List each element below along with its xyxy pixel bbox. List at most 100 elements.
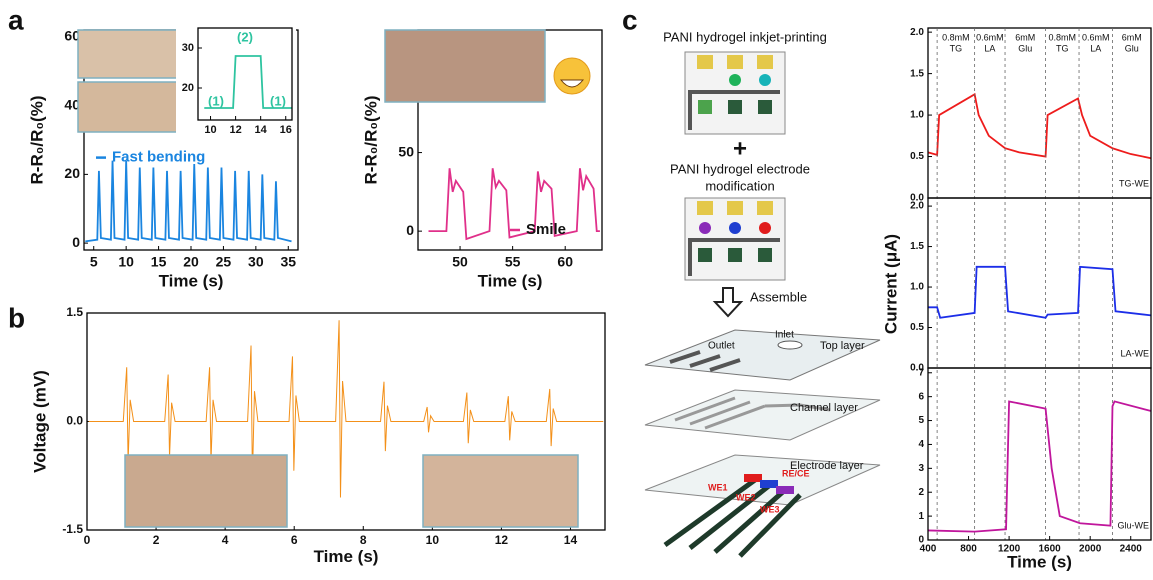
x-tick-label: 5	[90, 253, 98, 269]
diagram-step: PANI hydrogel electrode	[670, 161, 810, 176]
x-tick-label: 30	[248, 253, 264, 269]
interval-label: LA	[1090, 43, 1101, 53]
droplet	[759, 74, 771, 86]
point-label: (1)	[270, 93, 286, 108]
y-axis-label: R-R₀/R₀(%)	[27, 96, 46, 185]
nozzle	[697, 55, 713, 69]
layer-label: Electrode layer	[790, 460, 864, 472]
x-tick-label: 2000	[1079, 544, 1102, 555]
y-tick-label: 20	[64, 165, 80, 181]
x-tick-label: 2	[153, 533, 160, 547]
y-tick-label: 2	[918, 487, 924, 498]
curve-label: TG-WE	[1119, 178, 1149, 188]
point-label: (1)	[208, 93, 224, 108]
diagram-step: PANI hydrogel inkjet-printing	[663, 29, 827, 44]
y-axis-label: Voltage (mV)	[30, 370, 49, 473]
nozzle	[757, 201, 773, 215]
x-tick-label: 10	[204, 124, 216, 136]
x-tick-label: 0	[84, 533, 91, 547]
interval-label: TG	[950, 43, 963, 53]
x-tick-label: 14	[564, 533, 578, 547]
y-tick-label: 20	[182, 82, 194, 94]
droplet	[759, 222, 771, 234]
inset-background	[176, 24, 296, 140]
y-tick-label: 0	[406, 222, 414, 238]
y-tick-label: 1.0	[910, 110, 924, 121]
electrode-pad	[698, 100, 712, 114]
x-tick-label: 20	[183, 253, 199, 269]
x-tick-label: 15	[151, 253, 167, 269]
curve-label: LA-WE	[1120, 348, 1149, 358]
we-pad	[776, 486, 794, 494]
y-tick-label: -1.5	[62, 522, 83, 536]
y-axis-label: R-R₀/R₀(%)	[361, 96, 380, 185]
nozzle	[697, 201, 713, 215]
we-pad	[760, 480, 778, 488]
x-tick-label: 10	[118, 253, 134, 269]
y-tick-label: 6	[918, 391, 924, 402]
x-tick-label: 16	[280, 124, 292, 136]
interval-label: LA	[984, 43, 995, 53]
nozzle	[727, 201, 743, 215]
y-tick-label: 0.0	[66, 414, 83, 428]
y-tick-label: 1.5	[910, 68, 924, 79]
y-tick-label: 1.0	[910, 282, 924, 293]
x-tick-label: 25	[216, 253, 232, 269]
x-tick-label: 35	[280, 253, 296, 269]
x-tick-label: 800	[960, 544, 977, 555]
y-tick-label: 1	[918, 511, 924, 522]
x-tick-label: 50	[452, 253, 468, 269]
x-tick-label: 10	[426, 533, 440, 547]
nozzle	[727, 55, 743, 69]
x-tick-label: 6	[291, 533, 298, 547]
electrode-label: WE1	[708, 482, 728, 492]
y-tick-label: 50	[398, 143, 414, 159]
y-tick-label: 0.5	[910, 151, 924, 162]
interval-label: 0.6mM	[1082, 32, 1110, 42]
legend-label: Smile	[526, 221, 566, 238]
y-tick-label: 1.5	[910, 241, 924, 252]
y-tick-label: 5	[918, 415, 924, 426]
panel-letter: a	[8, 4, 24, 35]
photo	[78, 30, 188, 78]
droplet	[729, 74, 741, 86]
panel-letter: c	[622, 4, 638, 35]
diagram-step: modification	[705, 178, 774, 193]
y-tick-label: 0.5	[910, 322, 924, 333]
droplet	[729, 222, 741, 234]
interval-label: Glu	[1018, 43, 1032, 53]
curve-label: Glu-WE	[1118, 520, 1150, 530]
layer-label: Top layer	[820, 340, 865, 352]
y-axis-label: Current (μA)	[881, 234, 900, 334]
printer-sketch	[685, 198, 785, 280]
panel-letter: b	[8, 302, 25, 333]
electrode-label: WE2	[736, 492, 756, 502]
y-tick-label: 7	[918, 367, 924, 378]
y-tick-label: 0	[918, 535, 924, 546]
electrode-pad	[758, 248, 772, 262]
photo	[78, 82, 188, 132]
assemble-label: Assemble	[750, 289, 807, 304]
x-tick-label: 60	[557, 253, 573, 269]
outlet-label: Outlet	[708, 341, 735, 352]
interval-label: TG	[1056, 43, 1069, 53]
layer-label: Channel layer	[790, 402, 858, 414]
photo	[423, 455, 578, 527]
electrode-pad	[758, 100, 772, 114]
interval-label: 6mM	[1015, 32, 1035, 42]
y-tick-label: 30	[182, 42, 194, 54]
y-tick-label: 1.5	[66, 305, 83, 319]
electrode-pad	[728, 248, 742, 262]
x-tick-label: 14	[255, 124, 268, 136]
y-tick-label: 2.0	[910, 27, 924, 38]
y-tick-label: 3	[918, 463, 924, 474]
y-tick-label: 4	[918, 439, 924, 450]
photo	[385, 30, 545, 102]
photo	[125, 455, 287, 527]
x-axis-label: Time (s)	[1007, 552, 1072, 571]
interval-label: Glu	[1125, 43, 1139, 53]
x-axis-label: Time (s)	[159, 272, 224, 291]
point-label: (2)	[237, 29, 253, 44]
electrode-pad	[698, 248, 712, 262]
y-tick-label: 0	[72, 234, 80, 250]
